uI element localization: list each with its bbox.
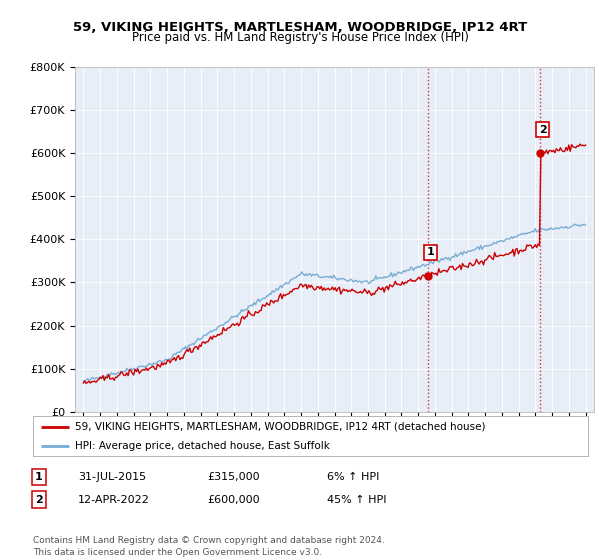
Text: HPI: Average price, detached house, East Suffolk: HPI: Average price, detached house, East… [74,441,329,451]
Text: 6% ↑ HPI: 6% ↑ HPI [327,472,379,482]
Text: 59, VIKING HEIGHTS, MARTLESHAM, WOODBRIDGE, IP12 4RT (detached house): 59, VIKING HEIGHTS, MARTLESHAM, WOODBRID… [74,422,485,432]
Text: 59, VIKING HEIGHTS, MARTLESHAM, WOODBRIDGE, IP12 4RT: 59, VIKING HEIGHTS, MARTLESHAM, WOODBRID… [73,21,527,34]
Text: Contains HM Land Registry data © Crown copyright and database right 2024.
This d: Contains HM Land Registry data © Crown c… [33,536,385,557]
Text: 1: 1 [35,472,43,482]
Text: 12-APR-2022: 12-APR-2022 [78,494,150,505]
Text: 2: 2 [35,494,43,505]
Text: Price paid vs. HM Land Registry's House Price Index (HPI): Price paid vs. HM Land Registry's House … [131,31,469,44]
Text: 1: 1 [427,248,434,257]
Text: 45% ↑ HPI: 45% ↑ HPI [327,494,386,505]
Text: £600,000: £600,000 [207,494,260,505]
Text: £315,000: £315,000 [207,472,260,482]
Text: 31-JUL-2015: 31-JUL-2015 [78,472,146,482]
Text: 2: 2 [539,125,547,134]
